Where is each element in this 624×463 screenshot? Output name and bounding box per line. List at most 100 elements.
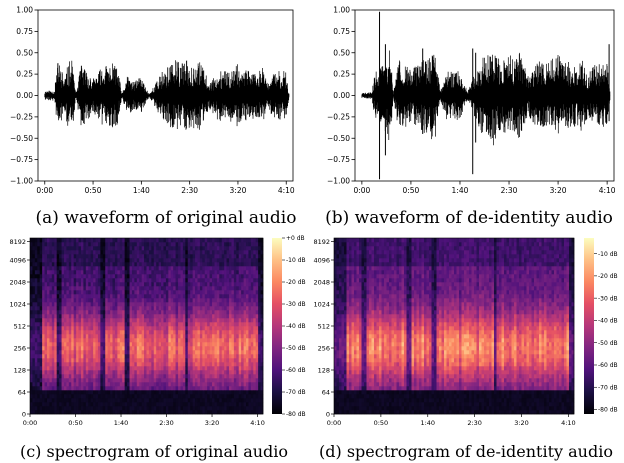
spectrogram-cell — [214, 278, 218, 283]
spectrogram-cell — [199, 310, 203, 315]
spectrogram-cell — [199, 338, 203, 343]
spectrogram-cell — [349, 378, 352, 383]
spectrogram-cell — [95, 354, 99, 359]
spectrogram-cell — [83, 330, 87, 335]
spectrogram-cell — [127, 394, 130, 399]
spectrogram-cell — [59, 290, 62, 295]
spectrogram-cell — [351, 366, 355, 371]
spectrogram-cell — [346, 262, 350, 267]
spectrogram-cell — [214, 238, 218, 243]
spectrogram-cell — [231, 350, 235, 355]
spectrogram-cell — [366, 250, 370, 255]
spectrogram-cell — [83, 262, 87, 267]
spectrogram-cell — [56, 386, 60, 391]
spectrogram-cell — [246, 274, 249, 279]
spectrogram-cell — [163, 342, 167, 347]
spectrogram-cell — [253, 262, 257, 267]
spectrogram-cell — [46, 262, 50, 267]
spectrogram-cell — [173, 238, 176, 243]
spectrogram-cell — [229, 298, 232, 303]
spectrogram-cell — [117, 298, 121, 303]
spectrogram-cell — [187, 346, 191, 351]
spectrogram-cell — [243, 266, 247, 271]
spectrogram-cell — [207, 254, 210, 259]
spectrogram-cell — [80, 242, 84, 247]
spectrogram-cell — [175, 402, 179, 407]
spectrogram-cell — [165, 238, 169, 243]
spectrogram-cell — [241, 370, 244, 375]
spectrogram-cell — [66, 318, 70, 323]
spectrogram-cell — [339, 346, 342, 351]
spectrogram-cell — [102, 242, 106, 247]
spectrogram-cell — [85, 302, 89, 307]
spectrogram-cell — [339, 362, 342, 367]
spectrogram-cell — [107, 306, 111, 311]
spectrogram-cell — [192, 398, 196, 403]
spectrogram-cell — [97, 254, 101, 259]
spectrogram-cell — [114, 286, 118, 291]
spectrogram-cell — [170, 350, 174, 355]
spectrogram-cell — [124, 374, 128, 379]
spectrogram-cell — [180, 266, 184, 271]
spectrogram-cell — [49, 246, 53, 251]
spectrogram-cell — [238, 310, 242, 315]
spectrogram-cell — [170, 314, 174, 319]
spectrogram-cell — [185, 354, 189, 359]
spectrogram-cell — [253, 254, 257, 259]
spectrogram-cell — [112, 362, 116, 367]
spectrogram-cell — [63, 310, 67, 315]
spectrogram-cell — [42, 258, 45, 263]
spectrogram-cell — [202, 326, 206, 331]
spectrogram-cell — [260, 270, 264, 275]
spectrogram-cell — [153, 250, 157, 255]
spectrogram-cell — [95, 314, 99, 319]
spectrogram-cell — [30, 266, 33, 271]
spectrogram-cell — [175, 250, 179, 255]
spectrogram-cell — [102, 358, 106, 363]
spectrogram-cell — [192, 350, 196, 355]
spectrogram-cell — [163, 390, 167, 395]
spectrogram-cell — [253, 406, 257, 411]
spectrogram-cell — [175, 382, 179, 387]
spectrogram-cell — [226, 362, 230, 367]
spectrogram-cell — [178, 238, 181, 243]
spectrogram-cell — [153, 410, 157, 415]
spectrogram-cell — [117, 334, 121, 339]
spectrogram-cell — [90, 382, 94, 387]
spectrogram-cell — [63, 406, 67, 411]
spectrogram-cell — [248, 358, 252, 363]
spectrogram-cell — [56, 294, 60, 299]
spectrogram-cell — [51, 398, 55, 403]
spectrogram-cell — [146, 282, 150, 287]
spectrogram-cell — [202, 334, 206, 339]
spectrogram-cell — [236, 314, 240, 319]
spectrogram-cell — [216, 314, 220, 319]
spectrogram-cell — [61, 318, 65, 323]
spectrogram-cell — [165, 358, 169, 363]
spectrogram-cell — [364, 282, 367, 287]
spectrogram-cell — [339, 262, 342, 267]
spectrogram-cell — [136, 406, 140, 411]
spectrogram-cell — [83, 322, 87, 327]
spectrogram-cell — [110, 246, 113, 251]
spectrogram-cell — [204, 278, 208, 283]
spectrogram-cell — [110, 286, 113, 291]
spectrogram-cell — [51, 290, 55, 295]
spectrogram-cell — [56, 346, 60, 351]
spectrogram-cell — [243, 250, 247, 255]
spectrogram-cell — [165, 278, 169, 283]
spectrogram-cell — [95, 370, 99, 375]
spectrogram-cell — [110, 242, 113, 247]
spectrogram-cell — [78, 290, 82, 295]
spectrogram-cell — [366, 382, 370, 387]
spectrogram-cell — [30, 358, 33, 363]
spectrogram-cell — [127, 354, 130, 359]
spectrogram-cell — [141, 374, 145, 379]
spectrogram-cell — [192, 338, 196, 343]
spectrogram-cell — [110, 294, 113, 299]
spectrogram-cell — [351, 242, 355, 247]
spectrogram-cell — [136, 258, 140, 263]
spectrogram-cell — [42, 330, 45, 335]
spectrogram-cell — [63, 370, 67, 375]
spectrogram-cell — [37, 378, 41, 383]
